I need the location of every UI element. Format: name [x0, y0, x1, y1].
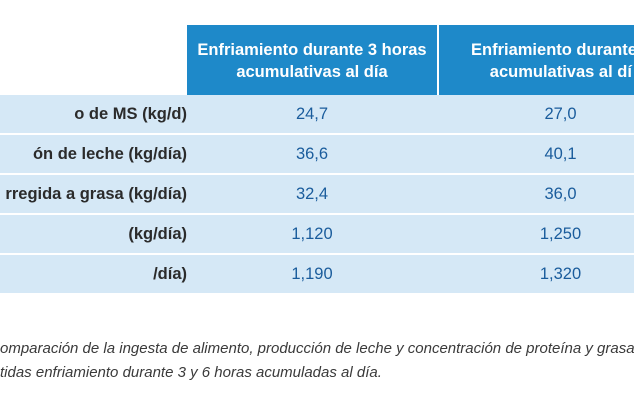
header-6h-line1: Enfriamiento durante 6 [471, 41, 634, 59]
row-value-3h: 1,120 [291, 225, 333, 243]
row-label: /día) [153, 265, 187, 283]
header-cell-3h: Enfriamiento durante 3 horas acumulativa… [187, 25, 437, 95]
header-3h-line2: acumulativas al día [236, 63, 388, 81]
table-caption: omparación de la ingesta de alimento, pr… [0, 337, 634, 385]
row-value-6h: 27,0 [544, 105, 577, 123]
table-header-row: Enfriamiento durante 3 horas acumulativa… [0, 0, 634, 95]
caption-line-2: tidas enfriamiento durante 3 y 6 horas a… [0, 364, 382, 381]
row-value-6h: 40,1 [544, 145, 577, 163]
row-value-3h: 24,7 [295, 105, 329, 123]
comparison-table: Enfriamiento durante 3 horas acumulativa… [0, 0, 634, 293]
table-row: o de MS (kg/d) 24,7 27,0 [0, 95, 634, 133]
row-value-6h: 1,320 [539, 265, 582, 283]
row-label: o de MS (kg/d) [74, 105, 187, 123]
caption-line-1: omparación de la ingesta de alimento, pr… [0, 340, 634, 357]
header-6h-line2: acumulativas al dí [489, 63, 632, 81]
header-3h-line1: Enfriamiento durante 3 horas [197, 41, 427, 59]
table-row: /día) 1,190 1,320 [0, 255, 634, 293]
table-row: ón de leche (kg/día) 36,6 40,1 [0, 135, 634, 173]
table-row: (kg/día) 1,120 1,250 [0, 215, 634, 253]
row-value-6h: 1,250 [539, 225, 582, 243]
row-value-3h: 32,4 [295, 185, 329, 203]
row-label: ón de leche (kg/día) [32, 145, 187, 163]
row-value-6h: 36,0 [544, 185, 577, 203]
row-value-3h: 1,190 [291, 265, 333, 283]
row-label: rregida a grasa (kg/día) [5, 185, 187, 203]
row-value-3h: 36,6 [295, 145, 329, 163]
table-row: rregida a grasa (kg/día) 32,4 36,0 [0, 175, 634, 213]
row-label: (kg/día) [128, 225, 187, 243]
header-cell-6h: Enfriamiento durante 6 acumulativas al d… [439, 25, 634, 95]
